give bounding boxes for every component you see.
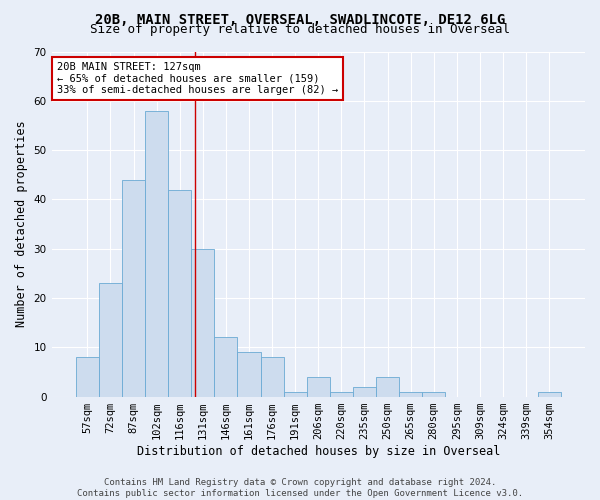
Bar xyxy=(353,386,376,396)
Text: Contains HM Land Registry data © Crown copyright and database right 2024.
Contai: Contains HM Land Registry data © Crown c… xyxy=(77,478,523,498)
X-axis label: Distribution of detached houses by size in Overseal: Distribution of detached houses by size … xyxy=(137,444,500,458)
Bar xyxy=(99,283,122,397)
Bar xyxy=(214,338,238,396)
Text: 20B MAIN STREET: 127sqm
← 65% of detached houses are smaller (159)
33% of semi-d: 20B MAIN STREET: 127sqm ← 65% of detache… xyxy=(57,62,338,95)
Bar xyxy=(238,352,260,397)
Text: 20B, MAIN STREET, OVERSEAL, SWADLINCOTE, DE12 6LG: 20B, MAIN STREET, OVERSEAL, SWADLINCOTE,… xyxy=(95,12,505,26)
Y-axis label: Number of detached properties: Number of detached properties xyxy=(15,120,28,328)
Bar xyxy=(538,392,561,396)
Bar xyxy=(284,392,307,396)
Bar xyxy=(191,248,214,396)
Bar xyxy=(376,377,399,396)
Bar xyxy=(330,392,353,396)
Bar xyxy=(307,377,330,396)
Bar xyxy=(260,357,284,397)
Text: Size of property relative to detached houses in Overseal: Size of property relative to detached ho… xyxy=(90,22,510,36)
Bar xyxy=(422,392,445,396)
Bar xyxy=(145,110,168,397)
Bar xyxy=(122,180,145,396)
Bar xyxy=(399,392,422,396)
Bar xyxy=(76,357,99,397)
Bar xyxy=(168,190,191,396)
